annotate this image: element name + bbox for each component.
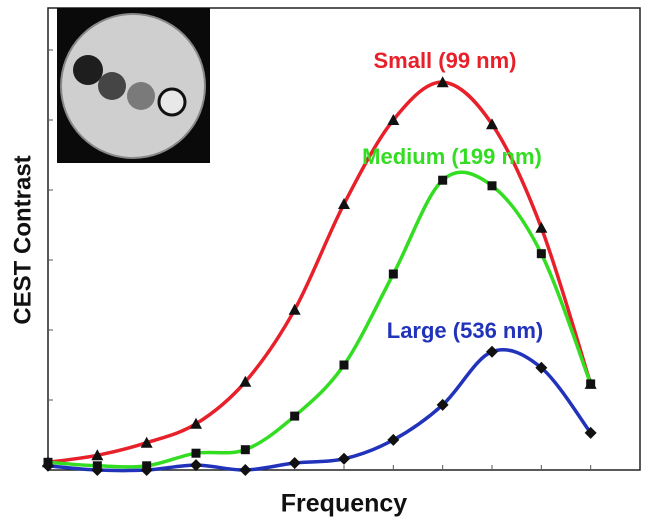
inset-image [57,8,210,163]
marker [338,198,350,209]
marker [239,464,252,476]
marker [436,398,449,411]
marker [191,448,201,458]
marker [387,433,400,446]
marker [239,375,252,387]
series-label: Small (99 nm) [373,48,516,73]
marker [535,221,548,233]
marker [535,361,548,374]
marker [91,449,104,461]
marker [339,360,349,370]
marker [190,459,202,472]
marker [487,181,497,191]
marker [288,303,301,315]
marker [584,426,597,439]
marker [438,175,448,185]
marker [91,464,104,476]
marker [288,457,301,469]
marker [140,464,153,476]
marker [586,379,596,389]
marker [290,411,300,421]
marker [190,417,202,429]
series-label: Medium (199 nm) [362,144,542,169]
marker [42,459,54,472]
marker [338,452,350,465]
marker [436,76,449,88]
marker [486,118,498,130]
marker [486,345,498,358]
series-label: Large (536 nm) [387,318,544,343]
marker [388,269,398,279]
x-axis-title: Frequency [281,490,408,518]
marker [536,249,546,259]
marker [240,445,250,455]
y-axis-title: CEST Contrast [9,155,36,324]
marker [140,436,153,448]
marker [387,114,400,125]
